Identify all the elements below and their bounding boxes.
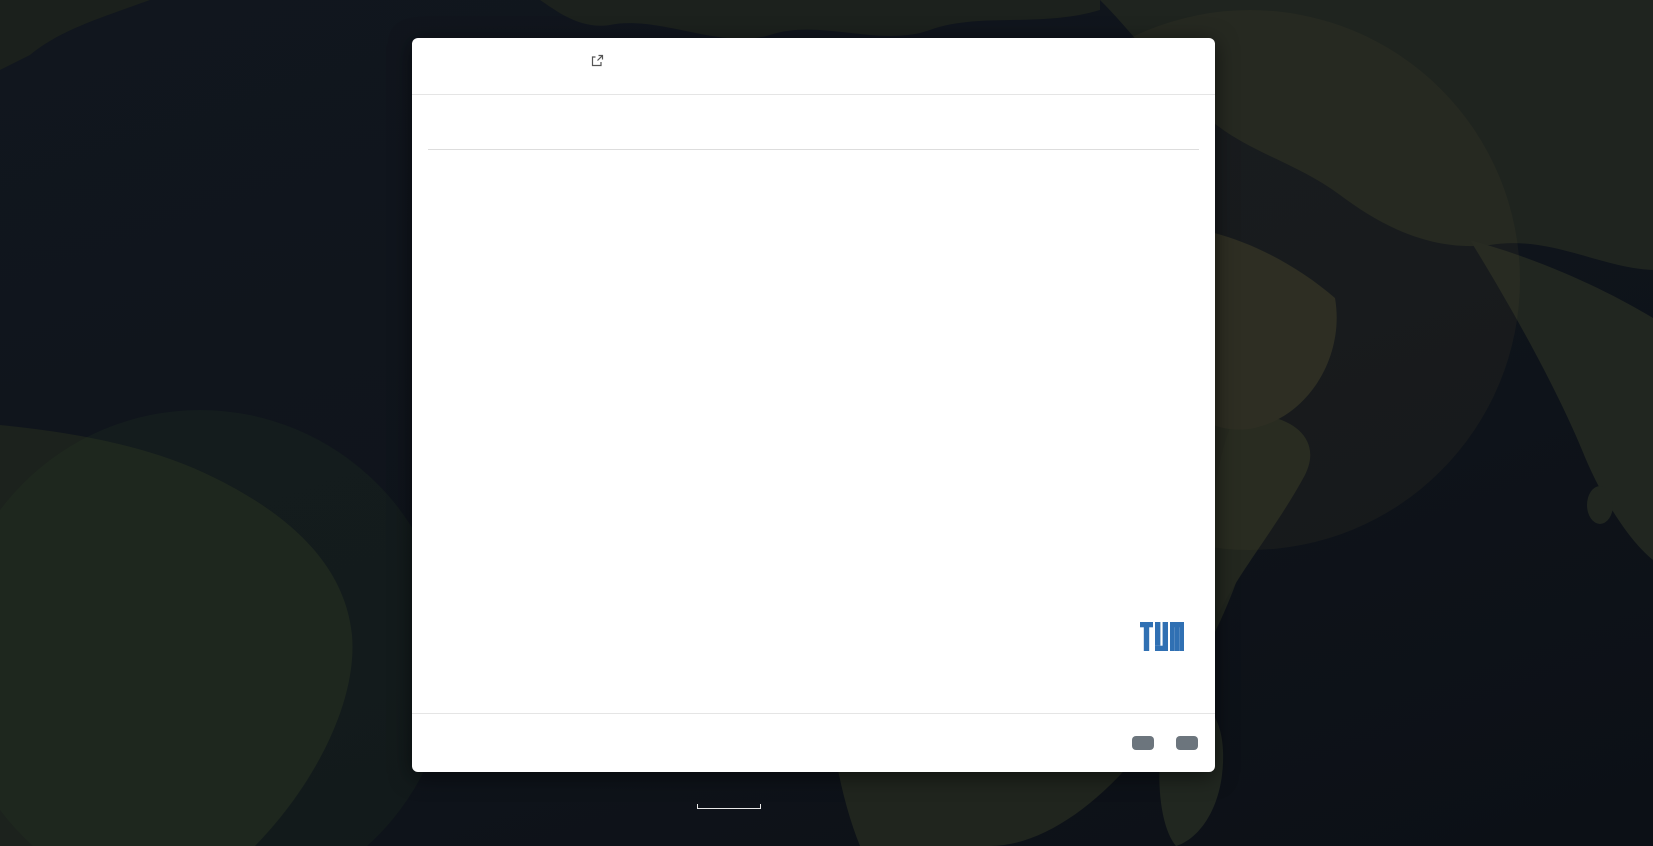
dialog-footer (412, 713, 1215, 772)
water-level-chart-area (412, 38, 1215, 772)
external-link-icon[interactable] (591, 54, 604, 67)
close-button[interactable] (1176, 736, 1198, 750)
landmass-india (1470, 240, 1653, 560)
lake-details-dialog (412, 38, 1215, 772)
tab-divider (428, 149, 1199, 150)
landmass-sri-lanka (1587, 486, 1613, 524)
landmass-horn-of-africa (1211, 414, 1311, 615)
forest-tint (0, 410, 450, 846)
map-scale-bar (697, 804, 761, 809)
map-scale (697, 802, 761, 809)
tum-logo (1140, 622, 1184, 651)
landmass-asia (1100, 0, 1653, 270)
landmass-north-america (0, 0, 150, 70)
dialog-header (412, 38, 1215, 95)
landmass-europe (540, 0, 1100, 39)
landmass-south-america (0, 425, 353, 846)
more-details-button[interactable] (1132, 736, 1154, 750)
water-level-error-chart (412, 38, 1215, 772)
